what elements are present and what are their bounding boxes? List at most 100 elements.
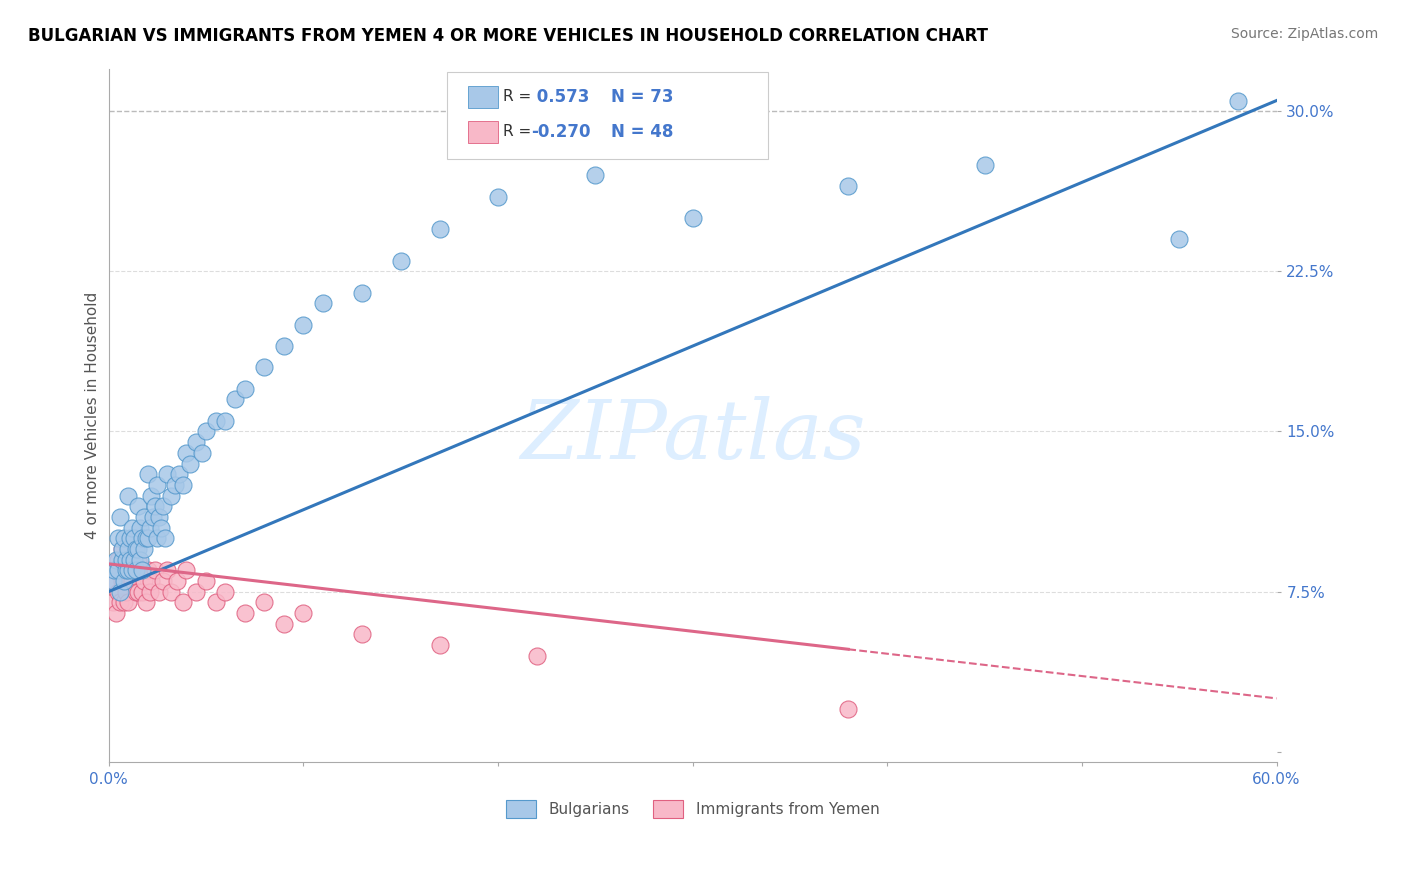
Point bbox=[152, 574, 174, 588]
Point bbox=[118, 531, 141, 545]
Point bbox=[486, 189, 509, 203]
Point bbox=[121, 563, 143, 577]
Point bbox=[121, 574, 143, 588]
Point bbox=[128, 563, 150, 577]
Point bbox=[127, 584, 149, 599]
Point bbox=[167, 467, 190, 482]
Point bbox=[117, 541, 139, 556]
Point bbox=[112, 531, 135, 545]
Point bbox=[103, 563, 125, 577]
Point bbox=[122, 552, 145, 566]
Point bbox=[233, 606, 256, 620]
Point bbox=[131, 584, 153, 599]
Text: R =: R = bbox=[503, 124, 531, 139]
Point bbox=[429, 221, 451, 235]
Point bbox=[101, 595, 124, 609]
Point bbox=[179, 457, 201, 471]
Point bbox=[186, 435, 208, 450]
Point bbox=[1168, 232, 1191, 246]
Point bbox=[973, 158, 995, 172]
Point bbox=[105, 552, 128, 566]
Point bbox=[160, 584, 183, 599]
Point bbox=[583, 168, 606, 182]
Point bbox=[150, 520, 173, 534]
Point bbox=[136, 563, 159, 577]
Point bbox=[132, 574, 155, 588]
Point bbox=[115, 563, 138, 577]
Point bbox=[107, 584, 129, 599]
Point bbox=[526, 648, 548, 663]
Point bbox=[312, 296, 335, 310]
Point bbox=[103, 574, 125, 588]
Point bbox=[166, 574, 188, 588]
Point bbox=[110, 584, 132, 599]
Point bbox=[107, 531, 129, 545]
Point bbox=[143, 563, 166, 577]
Point bbox=[176, 563, 198, 577]
Point bbox=[292, 318, 315, 332]
Point bbox=[111, 541, 134, 556]
Point bbox=[837, 702, 859, 716]
Point bbox=[153, 531, 176, 545]
Point bbox=[682, 211, 704, 225]
Point bbox=[156, 467, 179, 482]
Point bbox=[115, 552, 138, 566]
Point bbox=[141, 574, 163, 588]
Point bbox=[176, 446, 198, 460]
Text: N = 73: N = 73 bbox=[610, 88, 673, 106]
Point bbox=[194, 574, 217, 588]
Point bbox=[112, 563, 135, 577]
Point bbox=[350, 627, 373, 641]
Point bbox=[118, 552, 141, 566]
Point bbox=[115, 552, 138, 566]
Point bbox=[204, 414, 226, 428]
Point bbox=[138, 520, 160, 534]
Point bbox=[127, 541, 149, 556]
Point bbox=[138, 584, 160, 599]
Text: 0.573: 0.573 bbox=[531, 88, 589, 106]
Point bbox=[135, 531, 157, 545]
Point bbox=[117, 563, 139, 577]
Point bbox=[127, 500, 149, 514]
Text: ZIPatlas: ZIPatlas bbox=[520, 396, 865, 476]
Point bbox=[146, 478, 169, 492]
Text: Source: ZipAtlas.com: Source: ZipAtlas.com bbox=[1230, 27, 1378, 41]
Point bbox=[152, 500, 174, 514]
Point bbox=[156, 563, 179, 577]
Point bbox=[122, 563, 145, 577]
Point bbox=[112, 595, 135, 609]
Point bbox=[214, 584, 236, 599]
Text: N = 48: N = 48 bbox=[610, 123, 673, 141]
Point bbox=[142, 509, 165, 524]
Point bbox=[110, 563, 132, 577]
Point bbox=[122, 531, 145, 545]
FancyBboxPatch shape bbox=[468, 120, 498, 143]
Point bbox=[125, 584, 148, 599]
Point bbox=[163, 478, 186, 492]
Point bbox=[350, 285, 373, 300]
Point bbox=[118, 552, 141, 566]
Point bbox=[141, 489, 163, 503]
Text: BULGARIAN VS IMMIGRANTS FROM YEMEN 4 OR MORE VEHICLES IN HOUSEHOLD CORRELATION C: BULGARIAN VS IMMIGRANTS FROM YEMEN 4 OR … bbox=[28, 27, 988, 45]
Point bbox=[136, 467, 159, 482]
Point bbox=[115, 584, 138, 599]
Point bbox=[253, 360, 276, 375]
Point bbox=[112, 574, 135, 588]
Point bbox=[110, 595, 132, 609]
Point bbox=[136, 531, 159, 545]
Point bbox=[111, 574, 134, 588]
Point bbox=[214, 414, 236, 428]
Point bbox=[132, 509, 155, 524]
Point bbox=[146, 531, 169, 545]
Point bbox=[148, 584, 170, 599]
Point bbox=[273, 339, 295, 353]
Point bbox=[117, 489, 139, 503]
Point bbox=[172, 478, 194, 492]
Point bbox=[148, 509, 170, 524]
Point bbox=[194, 425, 217, 439]
Point bbox=[204, 595, 226, 609]
Text: R =: R = bbox=[503, 89, 531, 104]
Point bbox=[111, 552, 134, 566]
Point bbox=[273, 616, 295, 631]
Point bbox=[117, 563, 139, 577]
